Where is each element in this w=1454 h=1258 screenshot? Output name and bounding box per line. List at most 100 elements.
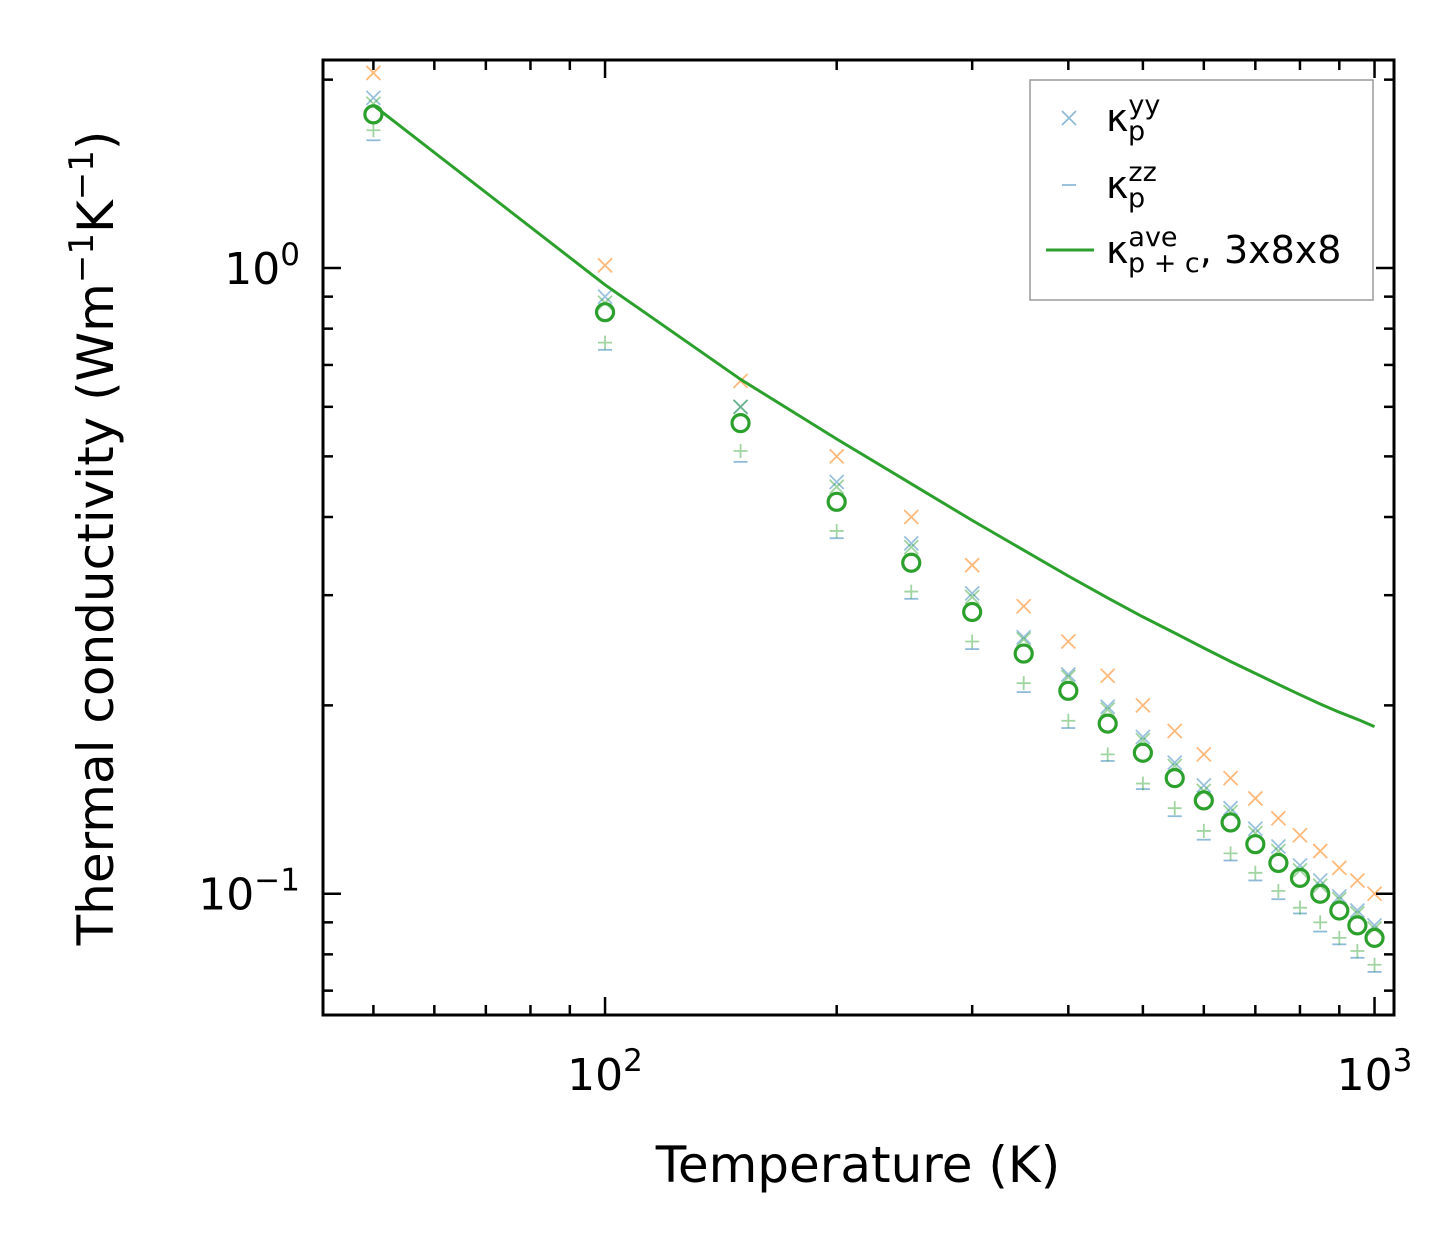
legend-label: κave p + c, 3x8x8 <box>1106 222 1341 279</box>
data-point <box>829 523 844 538</box>
series-+-4 <box>366 123 1382 972</box>
data-point <box>366 123 381 138</box>
data-point <box>1167 801 1182 816</box>
data-point <box>1247 821 1263 837</box>
series-o-5 <box>363 104 1385 948</box>
y-tick-label: 100 <box>224 237 300 295</box>
y-axis-label-mid: K <box>67 199 125 233</box>
legend-entry-yy: κyy p <box>1061 90 1160 147</box>
data-point <box>1060 666 1076 683</box>
data-point <box>1100 699 1116 715</box>
data-point <box>365 65 382 81</box>
data-point <box>1332 930 1347 945</box>
data-point <box>1222 800 1239 816</box>
data-point <box>1061 713 1076 728</box>
legend-box <box>1029 79 1374 301</box>
axis-ticks: 102 103 100 10−1 <box>198 60 1412 1101</box>
y-tick-label: 10−1 <box>198 863 300 921</box>
data-point <box>1220 812 1241 833</box>
series-x-1 <box>365 90 1383 934</box>
data-point <box>1016 631 1032 647</box>
legend-marker <box>1061 110 1077 126</box>
data-point <box>1222 770 1239 786</box>
data-point <box>1167 723 1183 739</box>
data-point <box>1247 790 1263 807</box>
data-point <box>1060 669 1076 685</box>
data-point <box>1313 915 1328 930</box>
data-point <box>964 585 980 602</box>
data-point <box>1196 746 1212 763</box>
legend-entry-zz: κzz p <box>1062 157 1157 214</box>
series-x-0 <box>365 65 1383 902</box>
data-point <box>1058 680 1079 701</box>
data-point <box>1223 846 1238 861</box>
data-point <box>1100 668 1116 684</box>
data-point <box>1060 633 1076 650</box>
data-point <box>1193 790 1214 811</box>
data-point <box>597 289 613 305</box>
data-point <box>1097 713 1118 734</box>
data-point <box>1016 598 1032 614</box>
data-point <box>1270 810 1287 826</box>
data-point <box>1167 754 1183 771</box>
y-axis-label-exp2: −1 <box>62 150 102 200</box>
y-axis-label-base: Thermal conductivity (Wm <box>67 283 125 946</box>
data-point <box>829 479 845 495</box>
data-point <box>1329 900 1350 921</box>
data-point <box>733 443 748 458</box>
data-point <box>594 302 616 323</box>
data-point <box>598 335 613 350</box>
x-tick-label: 103 <box>1337 1043 1413 1101</box>
data-point <box>1100 747 1115 762</box>
data-point <box>730 413 751 434</box>
data-point <box>1350 943 1365 958</box>
data-point <box>1135 729 1151 745</box>
data-point <box>964 589 980 605</box>
data-point <box>1331 860 1347 876</box>
x-axis-label: Temperature (K) <box>655 1136 1060 1194</box>
data-point <box>1135 776 1150 791</box>
data-point <box>1367 957 1382 972</box>
data-point <box>903 535 919 552</box>
data-point <box>965 634 980 649</box>
data-point <box>732 399 749 415</box>
data-point <box>597 257 613 273</box>
data-point <box>903 539 919 555</box>
data-point <box>962 601 983 623</box>
data-point <box>829 474 845 490</box>
data-point <box>1100 701 1116 718</box>
legend-label: κzz p <box>1106 157 1157 214</box>
data-point <box>1248 865 1263 880</box>
data-point <box>1270 838 1287 855</box>
x-tick-label: 102 <box>567 1043 643 1101</box>
data-point <box>1245 834 1266 855</box>
legend: κyy p κzz p κave p + c, 3x8x8 <box>1029 79 1374 301</box>
plot-frame <box>321 58 1396 1017</box>
data-point <box>1135 697 1151 714</box>
data-point <box>1268 852 1289 874</box>
y-axis-label-close: ) <box>67 131 125 151</box>
data-point <box>732 399 749 415</box>
data-point <box>1132 742 1153 763</box>
legend-entry-ave: κave p + c, 3x8x8 <box>1046 222 1341 279</box>
data-point <box>1366 886 1383 902</box>
series-line-ave <box>372 104 1376 728</box>
data-point <box>904 584 919 599</box>
plot-marks <box>363 65 1385 973</box>
data-point <box>1347 915 1368 936</box>
data-point <box>1310 883 1331 904</box>
data-point <box>1013 643 1034 664</box>
y-axis-label-exp1: −1 <box>62 233 102 283</box>
data-point <box>1349 902 1366 919</box>
data-point <box>1196 823 1211 838</box>
data-point <box>1292 827 1308 843</box>
data-point <box>1196 777 1212 793</box>
data-point <box>1292 900 1307 915</box>
data-point <box>1364 927 1385 948</box>
data-point <box>903 509 919 525</box>
data-point <box>829 448 845 465</box>
data-point <box>1164 768 1185 789</box>
data-point <box>1349 872 1366 889</box>
